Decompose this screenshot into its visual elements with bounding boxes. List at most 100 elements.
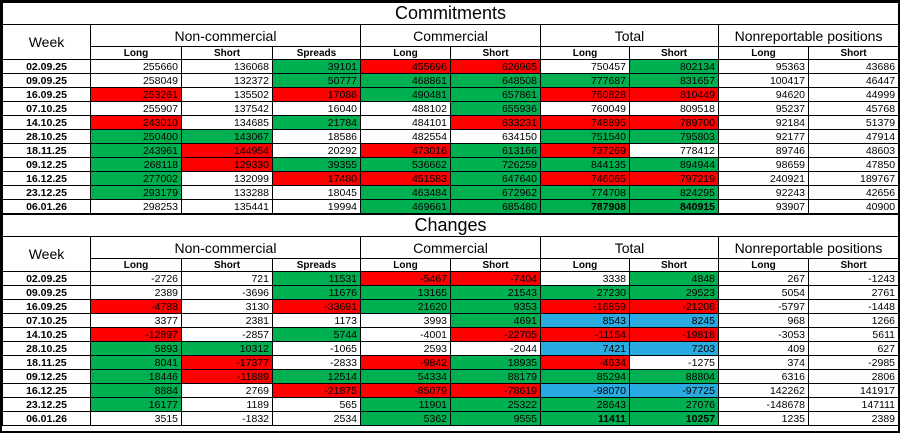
value-cell: 11531 [272,271,361,286]
value-cell: -16859 [540,299,630,314]
value-cell: 824295 [629,185,719,200]
table-row: 09.12.25 18446 -11889 12514 54334 88179 85294 8… [2,369,898,384]
col-nc-spreads: Spreads [272,46,361,60]
value-cell: 737269 [540,143,630,158]
value-cell: 7421 [540,341,630,356]
week-cell: 02.09.25 [2,59,91,74]
value-cell: 88179 [450,369,541,384]
value-cell: 136068 [181,59,273,74]
col-nr-short: Short [807,46,898,60]
value-cell: 92177 [718,129,809,144]
table-row: 14.10.25 243010 134685 21784 484101 633231 748… [2,115,898,130]
value-cell: 1266 [808,313,898,328]
week-cell: 16.12.25 [2,383,91,398]
col-nr-long: Long [718,46,809,60]
value-cell: 47850 [807,157,898,172]
value-cell: 3993 [360,313,451,328]
col-t-long: Long [540,46,630,60]
group-nonreportable: Nonreportable positions [718,236,898,259]
col-t-short: Short [629,258,719,272]
value-cell: 142262 [718,383,809,398]
week-cell: 07.10.25 [2,313,91,328]
value-cell: 8884 [90,383,182,398]
value-cell: 777687 [540,73,630,88]
value-cell: 5362 [360,411,451,426]
value-cell: 135441 [181,199,273,214]
value-cell: 277002 [90,171,182,186]
week-cell: 18.11.25 [2,143,91,158]
value-cell: 21620 [360,299,451,314]
value-cell: -9842 [360,355,451,370]
week-cell: 07.10.25 [2,101,91,116]
value-cell: 43686 [807,59,898,74]
col-c-short: Short [450,46,541,60]
value-cell: 18446 [90,369,182,384]
value-cell: 409 [718,341,809,356]
value-cell: 243010 [90,115,182,130]
value-cell: 968 [718,313,809,328]
value-cell: -97725 [629,383,719,398]
value-cell: 374 [718,355,809,370]
value-cell: 267 [718,271,809,286]
group-commercial: Commercial [360,24,541,47]
value-cell: 29523 [629,285,719,300]
value-cell: 2381 [181,313,273,328]
value-cell: -21208 [629,299,719,314]
value-cell: 787908 [540,199,630,214]
value-cell: 469661 [360,199,451,214]
value-cell: -17377 [181,355,273,370]
value-cell: 490481 [360,87,451,102]
week-cell: 14.10.25 [2,115,91,130]
value-cell: 626965 [450,59,541,74]
value-cell: 48603 [807,143,898,158]
week-cell: 09.09.25 [2,285,91,300]
value-cell: 20292 [272,143,361,158]
changes-body: 02.09.25 -2726 721 11531 -5467 -7404 3338 4848 2… [2,271,898,426]
value-cell: 536662 [360,157,451,172]
value-cell: 16177 [90,397,182,412]
value-cell: 8245 [629,313,719,328]
value-cell: -1065 [272,341,361,356]
value-cell: 100417 [718,73,809,88]
value-cell: 134685 [181,115,273,130]
value-cell: -1275 [629,355,719,370]
value-cell: -85079 [360,383,451,398]
value-cell: 45768 [807,101,898,116]
value-cell: 2389 [808,411,898,426]
table-row: 28.10.25 250400 143067 18586 482554 634150 751… [2,129,898,144]
value-cell: 726259 [450,157,541,172]
value-cell: 144954 [181,143,273,158]
value-cell: 40900 [807,199,898,214]
value-cell: -19818 [629,327,719,342]
value-cell: 648508 [450,73,541,88]
col-nc-short: Short [181,258,273,272]
value-cell: 28643 [540,397,630,412]
week-cell: 06.01.26 [2,199,91,214]
value-cell: 39355 [272,157,361,172]
table-row: 06.01.26 298253 135441 19994 469661 685480 787… [2,199,898,214]
value-cell: 10257 [629,411,719,426]
value-cell: 255907 [90,101,182,116]
week-cell: 09.12.25 [2,369,91,384]
value-cell: -2985 [808,355,898,370]
value-cell: 39101 [272,59,361,74]
value-cell: 685480 [450,199,541,214]
table-row: 23.12.25 16177 1189 565 11901 25322 28643 27076… [2,397,898,412]
group-header-row: Week Non-commercial Commercial Total Non… [2,24,898,60]
week-column-header: Week [2,24,91,60]
value-cell: 253261 [90,87,182,102]
value-cell: 797219 [629,171,719,186]
value-cell: 463484 [360,185,451,200]
value-cell: 5893 [90,341,182,356]
value-cell: 258049 [90,73,182,88]
group-commercial: Commercial [360,236,541,259]
value-cell: 129330 [181,157,273,172]
value-cell: 7203 [629,341,719,356]
value-cell: 17086 [272,87,361,102]
value-cell: 844135 [540,157,630,172]
value-cell: -2044 [450,341,541,356]
week-cell: 28.10.25 [2,341,91,356]
value-cell: -2857 [181,327,273,342]
week-cell: 16.09.25 [2,299,91,314]
value-cell: -4001 [360,327,451,342]
